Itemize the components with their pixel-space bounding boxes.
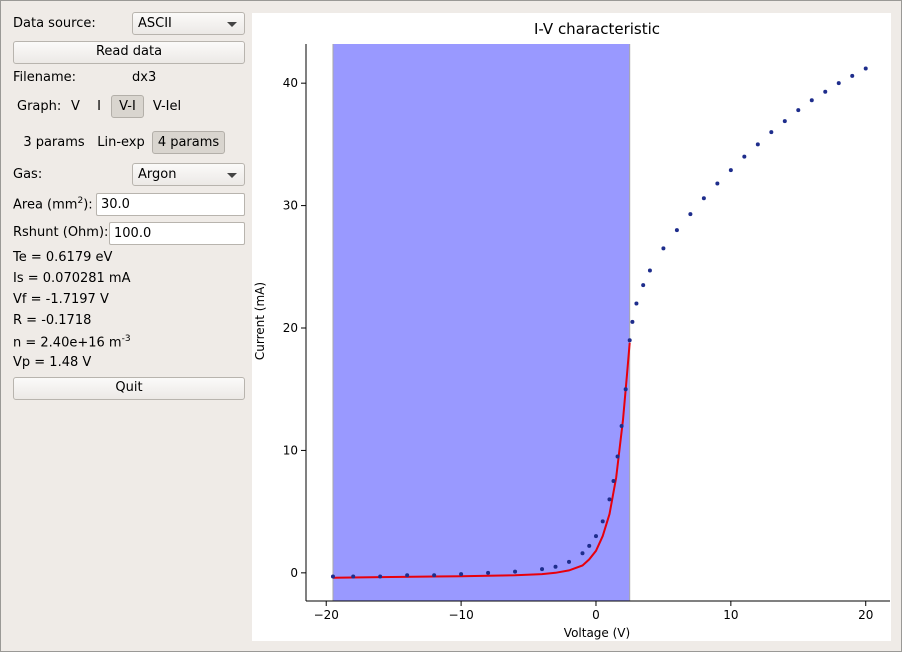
fit-option-4-params[interactable]: 4 params — [152, 131, 225, 154]
data-point — [630, 319, 635, 324]
area-label: Area (mm2): — [13, 196, 93, 213]
data-point — [623, 387, 628, 392]
data-point — [769, 130, 774, 135]
plot-canvas[interactable]: I-V characteristic −20 −10 0 10 20 0 10 20 30 40 … — [252, 13, 891, 641]
filename-value: dx3 — [132, 70, 157, 85]
data-point — [513, 569, 518, 574]
data-point — [863, 66, 868, 71]
fit-region-shade — [332, 44, 630, 601]
x-tick-label: 20 — [858, 608, 873, 622]
te-readout: Te = 0.6179 eV — [13, 250, 113, 265]
y-tick-label: 20 — [283, 321, 298, 335]
data-point — [432, 573, 437, 578]
quit-button[interactable]: Quit — [13, 377, 245, 400]
x-tick-label: −10 — [448, 608, 473, 622]
data-point — [351, 574, 356, 579]
data-point — [607, 497, 612, 502]
iv-chart: I-V characteristic −20 −10 0 10 20010203040 … — [253, 20, 890, 640]
data-point — [587, 543, 592, 548]
x-axis-label: Voltage (V) — [564, 626, 630, 640]
data-point — [647, 268, 652, 273]
gas-label: Gas: — [13, 167, 43, 182]
data-point — [611, 479, 616, 484]
fit-option-lin-exp[interactable]: Lin-exp — [97, 135, 145, 150]
graph-option-i[interactable]: I — [97, 99, 101, 114]
data-point — [742, 154, 747, 159]
chart-title: I-V characteristic — [534, 20, 660, 38]
data-point — [755, 142, 760, 147]
r-readout: R = -0.1718 — [13, 313, 92, 328]
data-point — [627, 338, 632, 343]
read-data-button[interactable]: Read data — [13, 41, 245, 64]
graph-label: Graph: — [17, 99, 62, 114]
x-tick-label: 0 — [592, 608, 600, 622]
vp-readout: Vp = 1.48 V — [13, 355, 92, 370]
data-point — [809, 98, 814, 103]
data-point — [823, 89, 828, 94]
data-point — [688, 212, 693, 217]
data-point — [540, 567, 545, 572]
data-point — [567, 559, 572, 564]
chevron-down-icon — [227, 22, 237, 27]
graph-option-v-i[interactable]: V-I — [111, 95, 144, 118]
rshunt-input[interactable] — [109, 222, 245, 245]
data-source-combo[interactable]: ASCII — [132, 12, 245, 35]
y-tick-label: 10 — [283, 443, 298, 457]
vf-readout: Vf = -1.7197 V — [13, 292, 109, 307]
data-point — [459, 572, 464, 577]
y-tick-label: 0 — [290, 566, 298, 580]
data-point — [796, 108, 801, 113]
graph-option-v[interactable]: V — [71, 99, 80, 114]
y-tick-label: 40 — [283, 76, 298, 90]
data-source-value: ASCII — [138, 16, 172, 31]
data-point — [615, 454, 620, 459]
chevron-down-icon — [227, 173, 237, 178]
x-tick-label: −20 — [314, 608, 339, 622]
data-point — [701, 196, 706, 201]
y-tick-label: 30 — [283, 199, 298, 213]
data-point — [593, 534, 598, 539]
gas-combo[interactable]: Argon — [132, 163, 245, 186]
data-source-label: Data source: — [13, 16, 96, 31]
data-point — [715, 181, 720, 186]
data-point — [405, 573, 410, 578]
data-point — [836, 81, 841, 86]
data-point — [661, 246, 666, 251]
data-point — [600, 519, 605, 524]
x-tick-label: 10 — [723, 608, 738, 622]
data-point — [486, 570, 491, 575]
n-readout: n = 2.40e+16 m-3 — [13, 334, 131, 351]
data-point — [728, 168, 733, 173]
data-point — [378, 574, 383, 579]
filename-label: Filename: — [13, 70, 77, 85]
data-point — [634, 301, 639, 306]
rshunt-label: Rshunt (Ohm): — [13, 225, 109, 240]
data-point — [553, 564, 558, 569]
data-point — [782, 119, 787, 124]
gas-value: Argon — [138, 167, 177, 182]
data-point — [641, 283, 646, 288]
y-axis-label: Current (mA) — [253, 282, 267, 360]
data-point — [330, 574, 335, 579]
data-point — [850, 73, 855, 78]
is-readout: Is = 0.070281 mA — [13, 271, 131, 286]
data-point — [580, 551, 585, 556]
area-input[interactable] — [96, 193, 245, 216]
data-point — [619, 423, 624, 428]
fit-option-3-params[interactable]: 3 params — [23, 135, 85, 150]
data-point — [674, 228, 679, 233]
graph-option-v-iel[interactable]: V-Iel — [152, 99, 182, 114]
fit-curve — [332, 342, 631, 579]
